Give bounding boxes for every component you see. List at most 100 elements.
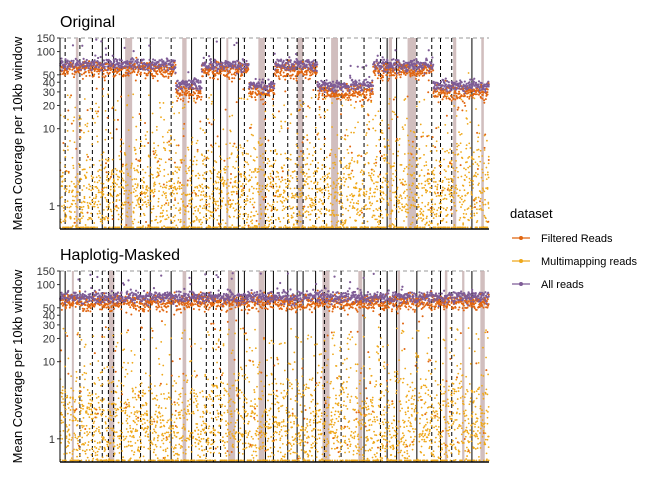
point-multimapping — [326, 173, 329, 176]
point-multimapping — [271, 165, 274, 168]
point-multimapping — [404, 197, 407, 199]
point-multimapping — [386, 161, 389, 164]
point-multimapping — [129, 175, 132, 178]
point-multimapping — [337, 214, 339, 217]
point-multimapping — [289, 153, 292, 156]
point-multimapping — [352, 202, 355, 204]
point-multimapping — [175, 224, 178, 227]
point-multimapping — [159, 106, 162, 109]
point-multimapping — [310, 180, 313, 183]
point-multimapping — [81, 189, 84, 191]
point-multimapping — [99, 212, 101, 215]
point-filtered — [139, 71, 142, 74]
point-multimapping — [259, 217, 262, 220]
point-multimapping — [373, 162, 376, 165]
point-multimapping — [281, 167, 284, 169]
point-multimapping — [69, 205, 72, 208]
point-multimapping — [281, 179, 284, 182]
point-multimapping — [107, 203, 110, 206]
point-multimapping — [133, 188, 136, 190]
point-all-reads — [413, 67, 416, 70]
point-multimapping — [207, 187, 210, 189]
point-multimapping — [219, 178, 221, 181]
point-multimapping — [74, 195, 77, 198]
point-multimapping — [327, 186, 330, 189]
point-multimapping — [205, 209, 208, 211]
point-multimapping — [308, 106, 311, 109]
point-multimapping — [399, 178, 401, 181]
point-multimapping — [237, 198, 240, 201]
point-multimapping — [373, 214, 376, 217]
point-multimapping — [122, 179, 125, 182]
point-filtered — [378, 71, 381, 74]
point-filtered — [429, 206, 432, 209]
point-filtered — [381, 79, 384, 82]
point-all-reads — [202, 56, 205, 59]
point-multimapping — [83, 98, 86, 100]
point-multimapping — [408, 143, 411, 146]
point-multimapping — [313, 204, 316, 207]
point-multimapping — [321, 191, 324, 194]
point-multimapping — [283, 164, 286, 167]
point-multimapping — [335, 224, 338, 226]
point-multimapping — [426, 190, 429, 192]
point-multimapping — [142, 168, 144, 171]
point-multimapping — [65, 188, 68, 190]
point-multimapping — [197, 208, 200, 210]
point-multimapping — [167, 204, 170, 206]
point-all-reads — [77, 63, 80, 66]
point-multimapping — [336, 198, 338, 201]
point-filtered — [267, 139, 270, 142]
point-multimapping — [227, 165, 229, 168]
point-filtered — [153, 68, 156, 71]
haplotig-band — [331, 38, 339, 229]
point-multimapping — [61, 171, 64, 174]
point-multimapping — [215, 181, 218, 184]
point-multimapping — [224, 165, 227, 168]
point-multimapping — [387, 204, 390, 206]
point-all-reads — [169, 61, 172, 64]
point-multimapping — [198, 220, 201, 223]
point-multimapping — [188, 202, 190, 205]
point-multimapping — [75, 185, 78, 187]
point-multimapping — [336, 192, 339, 194]
point-multimapping — [191, 198, 194, 200]
point-multimapping — [344, 138, 347, 141]
point-multimapping — [433, 167, 436, 169]
point-multimapping — [120, 205, 123, 208]
point-filtered — [434, 146, 437, 149]
point-multimapping — [188, 225, 191, 228]
point-multimapping — [112, 106, 114, 109]
point-multimapping — [69, 216, 72, 219]
point-multimapping — [265, 205, 268, 208]
point-multimapping — [390, 212, 392, 215]
point-multimapping — [111, 195, 114, 198]
point-all-reads — [384, 70, 387, 73]
point-all-reads — [392, 58, 395, 61]
point-multimapping — [178, 185, 181, 188]
point-all-reads — [273, 52, 276, 55]
point-multimapping — [315, 226, 318, 229]
point-multimapping — [163, 203, 166, 206]
point-multimapping — [261, 185, 264, 187]
point-multimapping — [115, 195, 118, 198]
point-multimapping — [216, 187, 219, 189]
point-multimapping — [260, 168, 263, 171]
point-multimapping — [230, 226, 232, 229]
point-multimapping — [155, 125, 158, 128]
point-multimapping — [313, 151, 316, 153]
point-multimapping — [369, 189, 372, 191]
point-multimapping — [96, 203, 99, 206]
point-multimapping — [118, 176, 121, 179]
point-multimapping — [312, 172, 315, 175]
point-multimapping — [402, 128, 405, 131]
point-multimapping — [134, 152, 137, 155]
point-filtered — [181, 91, 184, 94]
point-multimapping — [64, 190, 67, 193]
point-filtered — [231, 77, 234, 80]
point-multimapping — [155, 215, 158, 218]
point-all-reads — [285, 58, 288, 61]
point-multimapping — [173, 192, 175, 195]
point-multimapping — [201, 159, 204, 162]
point-multimapping — [177, 218, 180, 221]
